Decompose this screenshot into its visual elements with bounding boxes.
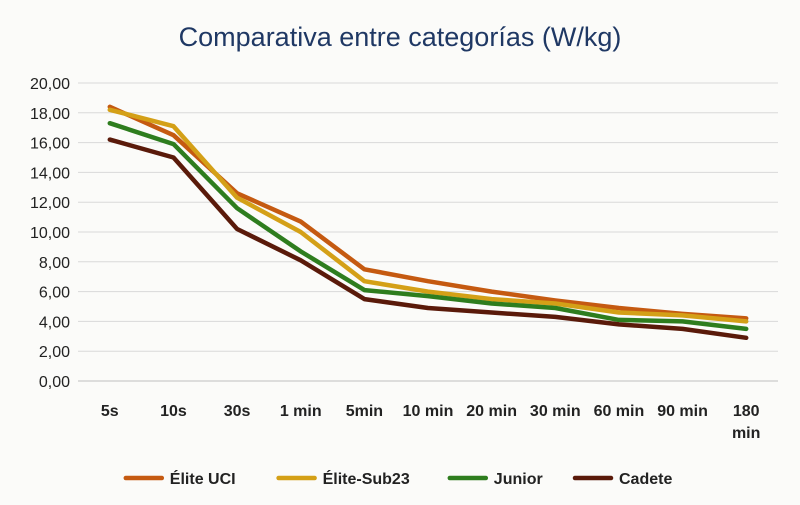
y-tick-label: 4,00 (39, 314, 70, 331)
x-tick-label: 5min (346, 403, 383, 420)
y-tick-label: 10,00 (30, 225, 70, 242)
x-axis-ticks: 5s 10s 30s 1 min 5min 10 min 20 min 30 min 60 mi… (101, 403, 760, 442)
y-tick-label: 6,00 (39, 285, 70, 302)
x-tick-label: 10 min (403, 403, 454, 420)
grid (78, 82, 778, 382)
y-tick-label: 20,00 (30, 76, 70, 93)
x-tick-label: 30s (224, 403, 251, 420)
x-tick-label: 20 min (466, 403, 517, 420)
y-tick-label: 18,00 (30, 106, 70, 123)
x-tick-label: 1 min (280, 403, 322, 420)
series-line (107, 107, 749, 324)
series-line (107, 104, 749, 321)
x-tick-label: 60 min (594, 403, 645, 420)
x-tick-label: 5s (101, 403, 119, 420)
legend-label: Junior (494, 471, 543, 488)
series-line (107, 137, 749, 341)
y-tick-label: 16,00 (30, 136, 70, 153)
chart-title: Comparativa entre categorías (W/kg) (179, 22, 622, 52)
legend-item: Cadete (572, 471, 672, 488)
legend-item: Élite UCI (123, 469, 236, 488)
legend-item: Junior (447, 471, 543, 488)
x-tick-label: 10s (160, 403, 187, 420)
series-lines (107, 104, 749, 341)
legend-label: Élite UCI (170, 469, 236, 488)
y-axis-ticks: 0,00 2,00 4,00 6,00 8,00 10,00 12,00 14,00 16,00… (30, 76, 70, 391)
legend-item: Élite-Sub23 (276, 469, 410, 488)
y-tick-label: 8,00 (39, 255, 70, 272)
y-tick-label: 2,00 (39, 344, 70, 361)
x-tick-label: 180 min (732, 403, 760, 442)
series-line (107, 120, 749, 332)
y-tick-label: 0,00 (39, 374, 70, 391)
y-tick-label: 12,00 (30, 195, 70, 212)
legend: Élite UCI Élite-Sub23 Junior Cadete (123, 469, 672, 488)
x-tick-label: 90 min (657, 403, 708, 420)
legend-label: Élite-Sub23 (323, 469, 410, 488)
y-tick-label: 14,00 (30, 165, 70, 182)
legend-label: Cadete (619, 471, 672, 488)
x-tick-label: 30 min (530, 403, 581, 420)
